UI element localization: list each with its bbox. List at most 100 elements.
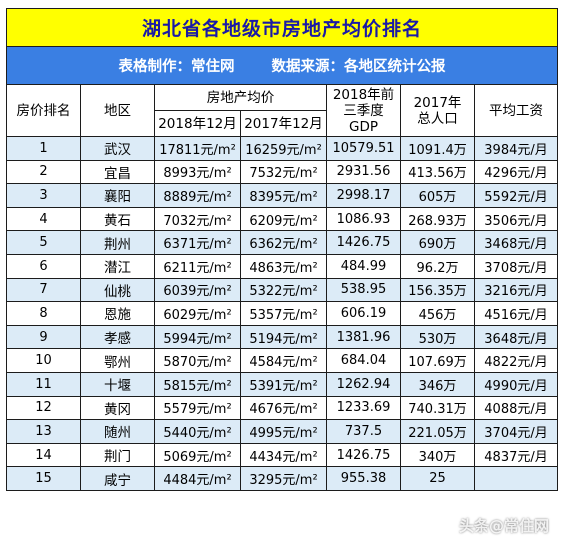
price-2017-cell: 7532元/m² bbox=[240, 159, 327, 185]
gdp-cell: 2998.17 bbox=[326, 183, 401, 208]
population-cell: 221.05万 bbox=[400, 419, 475, 444]
table-body: 1 武汉 17811元/m² 16259元/m² 10579.51 1091.4万 3984… bbox=[6, 136, 559, 491]
rank-cell: 3 bbox=[6, 183, 81, 208]
region-cell: 武汉 bbox=[80, 136, 155, 161]
price-2017-cell: 5322元/m² bbox=[240, 277, 327, 303]
price-2018-cell: 8993元/m² bbox=[154, 159, 241, 185]
wage-cell: 3984元/月 bbox=[473, 136, 559, 161]
rank-cell: 4 bbox=[6, 206, 81, 232]
region-cell: 荆州 bbox=[80, 230, 155, 255]
population-cell: 25 bbox=[400, 466, 475, 491]
table-title: 湖北省各地级市房地产均价排名 bbox=[5, 8, 559, 47]
region-cell: 鄂州 bbox=[80, 348, 155, 373]
gdp-cell: 1086.93 bbox=[326, 206, 401, 232]
gdp-cell: 1262.94 bbox=[326, 371, 401, 397]
population-cell: 268.93万 bbox=[400, 206, 475, 232]
price-2018-cell: 6029元/m² bbox=[154, 301, 241, 326]
header-price-2017: 2017年12月 bbox=[240, 110, 327, 137]
region-cell: 黄冈 bbox=[80, 395, 155, 421]
region-cell: 咸宁 bbox=[80, 466, 155, 491]
wage-cell: 3468元/月 bbox=[473, 230, 559, 255]
gdp-cell: 1233.69 bbox=[326, 395, 401, 421]
population-cell: 740.31万 bbox=[400, 395, 475, 421]
price-2018-cell: 6211元/m² bbox=[154, 253, 241, 279]
price-2017-cell: 5357元/m² bbox=[240, 301, 327, 326]
price-2018-cell: 5069元/m² bbox=[154, 442, 241, 468]
header-region: 地区 bbox=[80, 84, 155, 137]
region-cell: 随州 bbox=[80, 419, 155, 444]
wage-cell: 4088元/月 bbox=[473, 395, 559, 421]
rank-cell: 10 bbox=[6, 348, 81, 373]
gdp-cell: 737.5 bbox=[326, 419, 401, 444]
wage-cell: 3648元/月 bbox=[473, 324, 559, 350]
rank-cell: 13 bbox=[6, 419, 81, 444]
gdp-cell: 1426.75 bbox=[326, 442, 401, 468]
rank-cell: 5 bbox=[6, 230, 81, 255]
price-ranking-table: 湖北省各地级市房地产均价排名 表格制作：常住网 数据来源：各地区统计公报 房价排… bbox=[5, 8, 559, 491]
rank-cell: 7 bbox=[6, 277, 81, 303]
wage-cell: 4990元/月 bbox=[473, 371, 559, 397]
price-2017-cell: 4434元/m² bbox=[240, 442, 327, 468]
gdp-cell: 538.95 bbox=[326, 277, 401, 303]
region-cell: 宜昌 bbox=[80, 159, 155, 185]
table-row: 14 荆门 5069元/m² 4434元/m² 1426.75 340万 4837元/月 bbox=[6, 442, 559, 468]
wage-cell: 4822元/月 bbox=[473, 348, 559, 373]
watermark: 头条@常住网 bbox=[458, 517, 549, 535]
price-2018-cell: 5440元/m² bbox=[154, 419, 241, 444]
rank-cell: 12 bbox=[6, 395, 81, 421]
gdp-cell: 955.38 bbox=[326, 466, 401, 491]
price-2018-cell: 4484元/m² bbox=[154, 466, 241, 491]
rank-cell: 2 bbox=[6, 159, 81, 185]
population-cell: 413.56万 bbox=[400, 159, 475, 185]
header-wage: 平均工资 bbox=[473, 84, 559, 137]
population-cell: 690万 bbox=[400, 230, 475, 255]
region-cell: 仙桃 bbox=[80, 277, 155, 303]
population-cell: 107.69万 bbox=[400, 348, 475, 373]
table-row: 2 宜昌 8993元/m² 7532元/m² 2931.56 413.56万 4296元/月 bbox=[6, 159, 559, 185]
region-cell: 黄石 bbox=[80, 206, 155, 232]
region-cell: 荆门 bbox=[80, 442, 155, 468]
table-row: 12 黄冈 5579元/m² 4676元/m² 1233.69 740.31万 4088元/… bbox=[6, 395, 559, 421]
rank-cell: 9 bbox=[6, 324, 81, 350]
population-cell: 340万 bbox=[400, 442, 475, 468]
gdp-cell: 1426.75 bbox=[326, 230, 401, 255]
region-cell: 潜江 bbox=[80, 253, 155, 279]
population-cell: 456万 bbox=[400, 301, 475, 326]
wage-cell: 3704元/月 bbox=[473, 419, 559, 444]
population-cell: 96.2万 bbox=[400, 253, 475, 279]
price-2018-cell: 5579元/m² bbox=[154, 395, 241, 421]
table-row: 7 仙桃 6039元/m² 5322元/m² 538.95 156.35万 3216元/月 bbox=[6, 277, 559, 303]
header-price-2018: 2018年12月 bbox=[154, 110, 241, 137]
wage-cell: 3216元/月 bbox=[473, 277, 559, 303]
gdp-cell: 1381.96 bbox=[326, 324, 401, 350]
wage-cell bbox=[473, 466, 559, 491]
header-price-group: 房地产均价 bbox=[154, 84, 327, 111]
table-row: 3 襄阳 8889元/m² 8395元/m² 2998.17 605万 5592元/月 bbox=[6, 183, 559, 208]
table-row: 4 黄石 7032元/m² 6209元/m² 1086.93 268.93万 3506元/月 bbox=[6, 206, 559, 232]
price-2017-cell: 6209元/m² bbox=[240, 206, 327, 232]
population-cell: 530万 bbox=[400, 324, 475, 350]
price-2017-cell: 8395元/m² bbox=[240, 183, 327, 208]
price-2018-cell: 6371元/m² bbox=[154, 230, 241, 255]
rank-cell: 14 bbox=[6, 442, 81, 468]
header-population: 2017年总人口 bbox=[400, 84, 475, 137]
gdp-cell: 484.99 bbox=[326, 253, 401, 279]
price-2017-cell: 6362元/m² bbox=[240, 230, 327, 255]
price-2017-cell: 4995元/m² bbox=[240, 419, 327, 444]
price-2018-cell: 17811元/m² bbox=[154, 136, 241, 161]
price-2017-cell: 4863元/m² bbox=[240, 253, 327, 279]
wage-cell: 4837元/月 bbox=[473, 442, 559, 468]
table-row: 5 荆州 6371元/m² 6362元/m² 1426.75 690万 3468元/月 bbox=[6, 230, 559, 255]
wage-cell: 3506元/月 bbox=[473, 206, 559, 232]
gdp-cell: 606.19 bbox=[326, 301, 401, 326]
price-2018-cell: 8889元/m² bbox=[154, 183, 241, 208]
gdp-cell: 2931.56 bbox=[326, 159, 401, 185]
table-row: 11 十堰 5815元/m² 5391元/m² 1262.94 346万 4990元/月 bbox=[6, 371, 559, 397]
header-gdp: 2018年前三季度GDP bbox=[326, 84, 401, 137]
table-row: 15 咸宁 4484元/m² 3295元/m² 955.38 25 bbox=[6, 466, 559, 491]
wage-cell: 4296元/月 bbox=[473, 159, 559, 185]
price-2018-cell: 5994元/m² bbox=[154, 324, 241, 350]
table-row: 9 孝感 5994元/m² 5194元/m² 1381.96 530万 3648元/月 bbox=[6, 324, 559, 350]
price-2017-cell: 5391元/m² bbox=[240, 371, 327, 397]
region-cell: 恩施 bbox=[80, 301, 155, 326]
